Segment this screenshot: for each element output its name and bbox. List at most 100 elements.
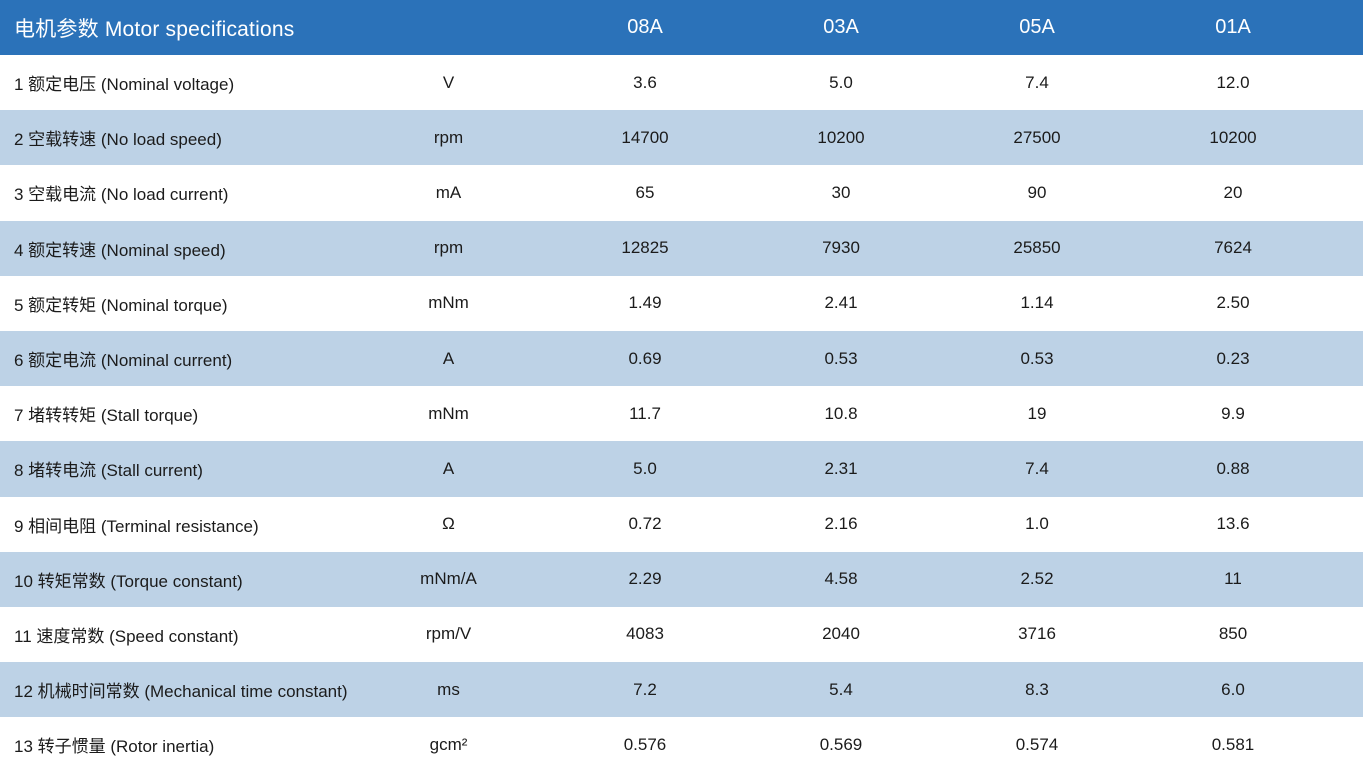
- unit-cell: A: [442, 458, 455, 478]
- value-cell: 1.14: [1020, 293, 1054, 313]
- value-cell: 11.7: [629, 403, 661, 423]
- unit-cell: rpm: [433, 127, 464, 147]
- value-cell: 10200: [817, 127, 865, 147]
- value-cell: 12825: [621, 238, 669, 258]
- value-cell: 2.29: [628, 569, 662, 589]
- value-cell: 2.41: [824, 293, 858, 313]
- param-label: 12 机械时间常数 (Mechanical time constant): [14, 682, 348, 702]
- table-row: 1 额定电压 (Nominal voltage) V 3.6 5.0 7.4 1…: [0, 55, 1363, 111]
- unit-cell: mNm/A: [420, 569, 477, 589]
- table-row: 3 空载电流 (No load current) mA 65 30 90 20: [0, 165, 1363, 221]
- unit-cell: rpm: [433, 238, 464, 258]
- table-row: 10 转矩常数 (Torque constant) mNm/A 2.29 4.5…: [0, 551, 1363, 607]
- value-cell: 25850: [1013, 238, 1061, 258]
- param-label: 9 相间电阻 (Terminal resistance): [14, 516, 259, 536]
- value-cell: 8.3: [1025, 679, 1049, 699]
- value-cell: 2.52: [1020, 569, 1054, 589]
- table-row: 7 堵转转矩 (Stall torque) mNm 11.7 10.8 19 9…: [0, 386, 1363, 442]
- value-cell: 12.0: [1216, 72, 1250, 92]
- column-header-05A: 05A: [1019, 16, 1055, 38]
- value-cell: 9.9: [1221, 403, 1245, 423]
- param-label: 11 速度常数 (Speed constant): [14, 626, 239, 646]
- value-cell: 0.72: [628, 514, 662, 534]
- table-title: 电机参数 Motor specifications: [14, 17, 295, 41]
- unit-cell: mNm: [428, 403, 469, 423]
- param-label: 6 额定电流 (Nominal current): [14, 351, 233, 371]
- value-cell: 5.0: [829, 72, 853, 92]
- value-cell: 4083: [626, 624, 664, 644]
- value-cell: 13.6: [1216, 514, 1250, 534]
- value-cell: 5.0: [633, 458, 657, 478]
- header-row: 电机参数 Motor specifications 08A 03A 05A 01…: [0, 0, 1363, 55]
- value-cell: 7.4: [1025, 72, 1049, 92]
- value-cell: 20: [1223, 182, 1243, 202]
- value-cell: 30: [831, 182, 851, 202]
- column-header-08A: 08A: [627, 16, 663, 38]
- unit-cell: V: [442, 72, 455, 92]
- table-row: 13 转子惯量 (Rotor inertia) gcm² 0.576 0.569…: [0, 717, 1363, 773]
- value-cell: 2.16: [824, 514, 858, 534]
- value-cell: 2.50: [1216, 293, 1250, 313]
- table-row: 5 额定转矩 (Nominal torque) mNm 1.49 2.41 1.…: [0, 275, 1363, 331]
- table-row: 9 相间电阻 (Terminal resistance) Ω 0.72 2.16…: [0, 496, 1363, 552]
- param-label: 13 转子惯量 (Rotor inertia): [14, 737, 215, 757]
- value-cell: 3.6: [633, 72, 657, 92]
- value-cell: 0.569: [819, 734, 863, 754]
- value-cell: 850: [1218, 624, 1248, 644]
- value-cell: 19: [1027, 403, 1047, 423]
- unit-cell: mA: [435, 182, 462, 202]
- value-cell: 27500: [1013, 127, 1061, 147]
- unit-cell: Ω: [442, 514, 455, 534]
- table-row: 12 机械时间常数 (Mechanical time constant) ms …: [0, 662, 1363, 718]
- param-label: 2 空载转速 (No load speed): [14, 130, 222, 150]
- table-row: 11 速度常数 (Speed constant) rpm/V 4083 2040…: [0, 606, 1363, 663]
- value-cell: 0.53: [1020, 348, 1054, 368]
- value-cell: 0.69: [628, 348, 662, 368]
- unit-column-header: [350, 0, 547, 55]
- param-label: 7 堵转转矩 (Stall torque): [14, 406, 199, 426]
- table-row: 4 额定转速 (Nominal speed) rpm 12825 7930 25…: [0, 220, 1363, 276]
- value-cell: 14700: [621, 127, 669, 147]
- value-cell: 10.8: [824, 403, 858, 423]
- param-label: 8 堵转电流 (Stall current): [14, 461, 203, 481]
- unit-cell: ms: [437, 679, 460, 699]
- value-cell: 7624: [1214, 238, 1252, 258]
- value-cell: 5.4: [829, 679, 853, 699]
- value-cell: 6.0: [1221, 679, 1245, 699]
- value-cell: 0.53: [824, 348, 858, 368]
- column-header-03A: 03A: [823, 16, 859, 38]
- value-cell: 3716: [1018, 624, 1056, 644]
- value-cell: 7930: [822, 238, 860, 258]
- unit-cell: mNm: [428, 293, 469, 313]
- value-cell: 7.4: [1025, 458, 1049, 478]
- value-cell: 1.49: [628, 293, 662, 313]
- header-spacer: [1331, 0, 1363, 55]
- value-cell: 10200: [1209, 127, 1257, 147]
- value-cell: 90: [1027, 182, 1047, 202]
- unit-cell: gcm²: [429, 734, 468, 754]
- value-cell: 0.581: [1211, 734, 1255, 754]
- table-row: 6 额定电流 (Nominal current) A 0.69 0.53 0.5…: [0, 330, 1363, 387]
- param-label: 1 额定电压 (Nominal voltage): [14, 75, 235, 95]
- table-row: 8 堵转电流 (Stall current) A 5.0 2.31 7.4 0.…: [0, 441, 1363, 497]
- param-label: 10 转矩常数 (Torque constant): [14, 571, 243, 591]
- param-label: 3 空载电流 (No load current): [14, 185, 229, 205]
- unit-cell: A: [442, 348, 455, 368]
- value-cell: 0.576: [623, 734, 667, 754]
- value-cell: 0.23: [1216, 348, 1250, 368]
- value-cell: 7.2: [633, 679, 657, 699]
- table-row: 2 空载转速 (No load speed) rpm 14700 10200 2…: [0, 110, 1363, 166]
- value-cell: 0.574: [1015, 734, 1059, 754]
- value-cell: 0.88: [1216, 458, 1250, 478]
- value-cell: 11: [1224, 569, 1242, 589]
- value-cell: 2.31: [824, 458, 858, 478]
- column-header-01A: 01A: [1215, 16, 1251, 38]
- value-cell: 4.58: [824, 569, 858, 589]
- value-cell: 1.0: [1025, 514, 1049, 534]
- value-cell: 65: [635, 182, 655, 202]
- param-label: 4 额定转速 (Nominal speed): [14, 240, 226, 260]
- value-cell: 2040: [822, 624, 860, 644]
- param-label: 5 额定转矩 (Nominal torque): [14, 295, 228, 315]
- unit-cell: rpm/V: [425, 624, 472, 644]
